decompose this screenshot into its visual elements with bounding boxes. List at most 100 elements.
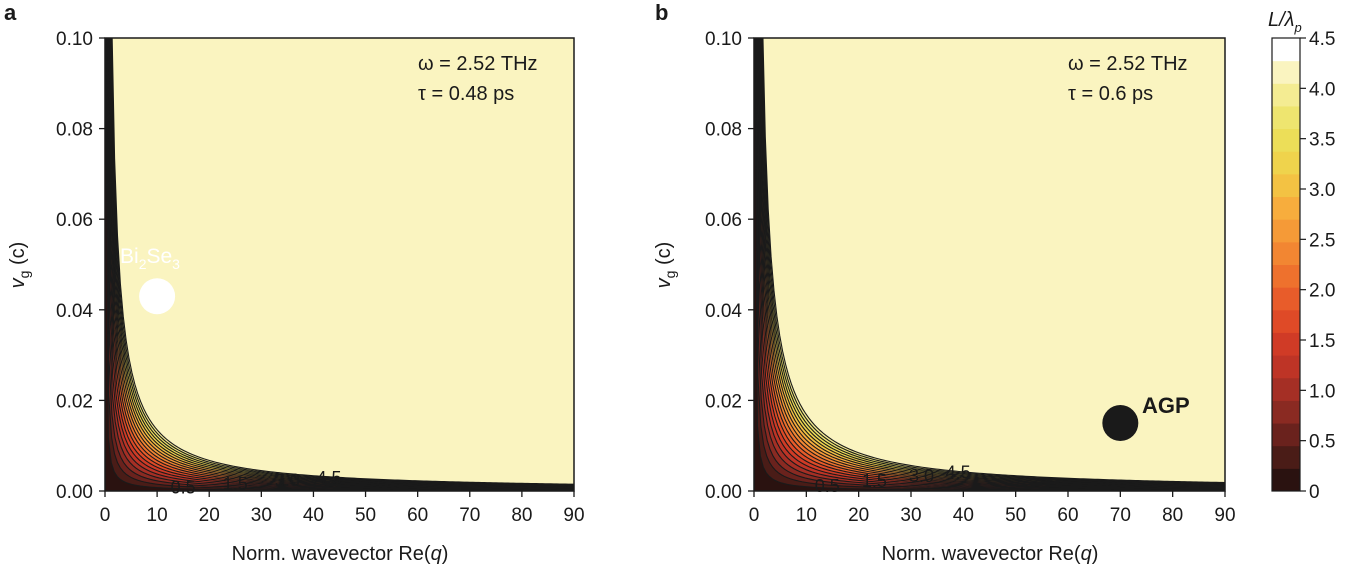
y-tick-label: 0.02 bbox=[56, 391, 93, 412]
contour-line bbox=[761, 38, 1225, 484]
x-tick-label: 90 bbox=[1214, 505, 1235, 526]
colorbar-tick-label: 2.0 bbox=[1309, 281, 1335, 302]
colorbar-band bbox=[1272, 173, 1300, 198]
contour-line bbox=[756, 38, 1225, 490]
colorbar-tick-label: 0.5 bbox=[1309, 432, 1335, 453]
panel-b: b 0 10 20 30 40 50 60 70 80 90 0.00 0.02 0.04 0.06 0.0… bbox=[653, 0, 1236, 565]
colorbar-band bbox=[1272, 196, 1300, 220]
colorbar-band bbox=[1272, 287, 1300, 311]
colorbar-band bbox=[1272, 219, 1300, 243]
contour-label: 3.0 bbox=[275, 470, 300, 490]
colorbar-band bbox=[1272, 309, 1300, 333]
colorbar-band bbox=[1272, 38, 1300, 62]
y-tick-label: 0.10 bbox=[705, 29, 742, 50]
colorbar-band bbox=[1272, 445, 1300, 469]
contour-line bbox=[111, 38, 574, 485]
y-tick-label: 0.08 bbox=[705, 120, 742, 141]
colorbar-title: L/λp bbox=[1268, 9, 1302, 35]
contour-line bbox=[754, 38, 1225, 491]
axis-ticks-a: 0 10 20 30 40 50 60 70 80 90 0.00 0.02 0.04 0.06 0.08 0… bbox=[56, 29, 585, 526]
contour-line bbox=[757, 38, 1225, 488]
agp-marker bbox=[1102, 405, 1139, 442]
contour-label: 1.5 bbox=[862, 471, 887, 491]
contour-label: 3.0 bbox=[909, 466, 934, 486]
colorbar-ticks: 0 0.5 1.0 1.5 2.0 2.5 3.0 3.5 4.0 4.5 bbox=[1300, 29, 1335, 503]
colorbar-tick-label: 0 bbox=[1309, 482, 1320, 503]
contour-line bbox=[756, 38, 1225, 489]
y-tick-label: 0.06 bbox=[705, 210, 742, 231]
y-tick-label: 0.04 bbox=[56, 301, 93, 322]
x-tick-label: 80 bbox=[511, 505, 532, 526]
contour-line bbox=[757, 38, 1225, 489]
x-tick-label: 50 bbox=[1005, 505, 1026, 526]
contour-label: 4.5 bbox=[946, 462, 971, 482]
contour-line bbox=[759, 38, 1225, 486]
x-axis-label-a: Norm. wavevector Re(q) bbox=[232, 543, 449, 565]
omega-annotation-b: ω = 2.52 THz bbox=[1068, 53, 1188, 75]
colorbar-tick-label: 1.0 bbox=[1309, 381, 1335, 402]
x-axis-label-b: Norm. wavevector Re(q) bbox=[882, 543, 1099, 565]
x-tick-label: 70 bbox=[1110, 505, 1131, 526]
x-tick-label: 20 bbox=[199, 505, 220, 526]
contour-lines-b bbox=[754, 38, 1225, 491]
contour-label: 1.5 bbox=[223, 474, 248, 494]
tau-annotation-b: τ = 0.6 ps bbox=[1068, 83, 1153, 105]
colorbar-band bbox=[1272, 264, 1300, 288]
panel-a: a 0 10 20 30 40 50 60 70 80 90 0.00 0.02 0.04 0.06 0.0… bbox=[4, 0, 585, 565]
agp-label: AGP bbox=[1142, 393, 1190, 418]
contour-line bbox=[757, 38, 1225, 488]
contour-line bbox=[762, 38, 1225, 484]
x-tick-label: 40 bbox=[953, 505, 974, 526]
x-tick-label: 0 bbox=[749, 505, 760, 526]
x-tick-label: 30 bbox=[900, 505, 921, 526]
y-tick-label: 0.06 bbox=[56, 210, 93, 231]
plot-frame-b bbox=[753, 37, 1226, 492]
colorbar-frame bbox=[1271, 37, 1301, 492]
x-tick-label: 20 bbox=[848, 505, 869, 526]
contour-line bbox=[758, 38, 1225, 487]
colorbar-band bbox=[1272, 468, 1300, 492]
colorbar-tick-label: 2.5 bbox=[1309, 230, 1335, 251]
x-tick-label: 70 bbox=[459, 505, 480, 526]
colorbar-band bbox=[1272, 151, 1300, 175]
contour-line bbox=[761, 38, 1225, 484]
contour-band bbox=[112, 38, 574, 485]
x-tick-label: 0 bbox=[100, 505, 111, 526]
colorbar-band bbox=[1272, 83, 1300, 107]
axis-ticks-b: 0 10 20 30 40 50 60 70 80 90 0.00 0.02 0.04 0.06 0.08 0… bbox=[705, 29, 1236, 526]
contour-labels-a: 0.5 1.5 3.0 4.5 bbox=[171, 468, 342, 498]
colorbar-tick-label: 3.0 bbox=[1309, 180, 1335, 201]
bi2se3-marker bbox=[139, 278, 176, 315]
contour-line bbox=[755, 38, 1225, 490]
omega-annotation-a: ω = 2.52 THz bbox=[418, 53, 538, 75]
contour-line bbox=[760, 38, 1225, 485]
x-tick-label: 80 bbox=[1162, 505, 1183, 526]
colorbar-band bbox=[1272, 355, 1300, 379]
colorbar-band bbox=[1272, 105, 1300, 130]
colorbar-band bbox=[1272, 60, 1300, 84]
y-tick-label: 0.10 bbox=[56, 29, 93, 50]
contour-label: 0.5 bbox=[815, 476, 840, 496]
bi2se3-label: Bi2Se3 bbox=[120, 245, 180, 272]
colorbar-tick-label: 4.0 bbox=[1309, 79, 1335, 100]
colorbar-bands bbox=[1272, 38, 1300, 492]
contour-fills-a bbox=[105, 38, 574, 491]
contour-line bbox=[760, 38, 1225, 485]
y-tick-label: 0.00 bbox=[56, 482, 93, 503]
colorbar-tick-label: 3.5 bbox=[1309, 130, 1335, 151]
colorbar-tick-label: 4.5 bbox=[1309, 29, 1335, 50]
panel-label-b: b bbox=[655, 0, 668, 25]
colorbar-band bbox=[1272, 377, 1300, 401]
colorbar: 0 0.5 1.0 1.5 2.0 2.5 3.0 3.5 4.0 4.5 L/λp bbox=[1268, 9, 1335, 503]
colorbar-band bbox=[1272, 332, 1300, 356]
x-tick-label: 30 bbox=[251, 505, 272, 526]
y-tick-label: 0.04 bbox=[705, 301, 742, 322]
colorbar-band bbox=[1272, 128, 1300, 152]
plot-frame-a bbox=[104, 37, 575, 492]
contour-fills-b bbox=[754, 38, 1225, 491]
x-tick-label: 60 bbox=[407, 505, 428, 526]
x-tick-label: 90 bbox=[563, 505, 584, 526]
y-axis-label-b: vg (c) bbox=[653, 242, 678, 289]
